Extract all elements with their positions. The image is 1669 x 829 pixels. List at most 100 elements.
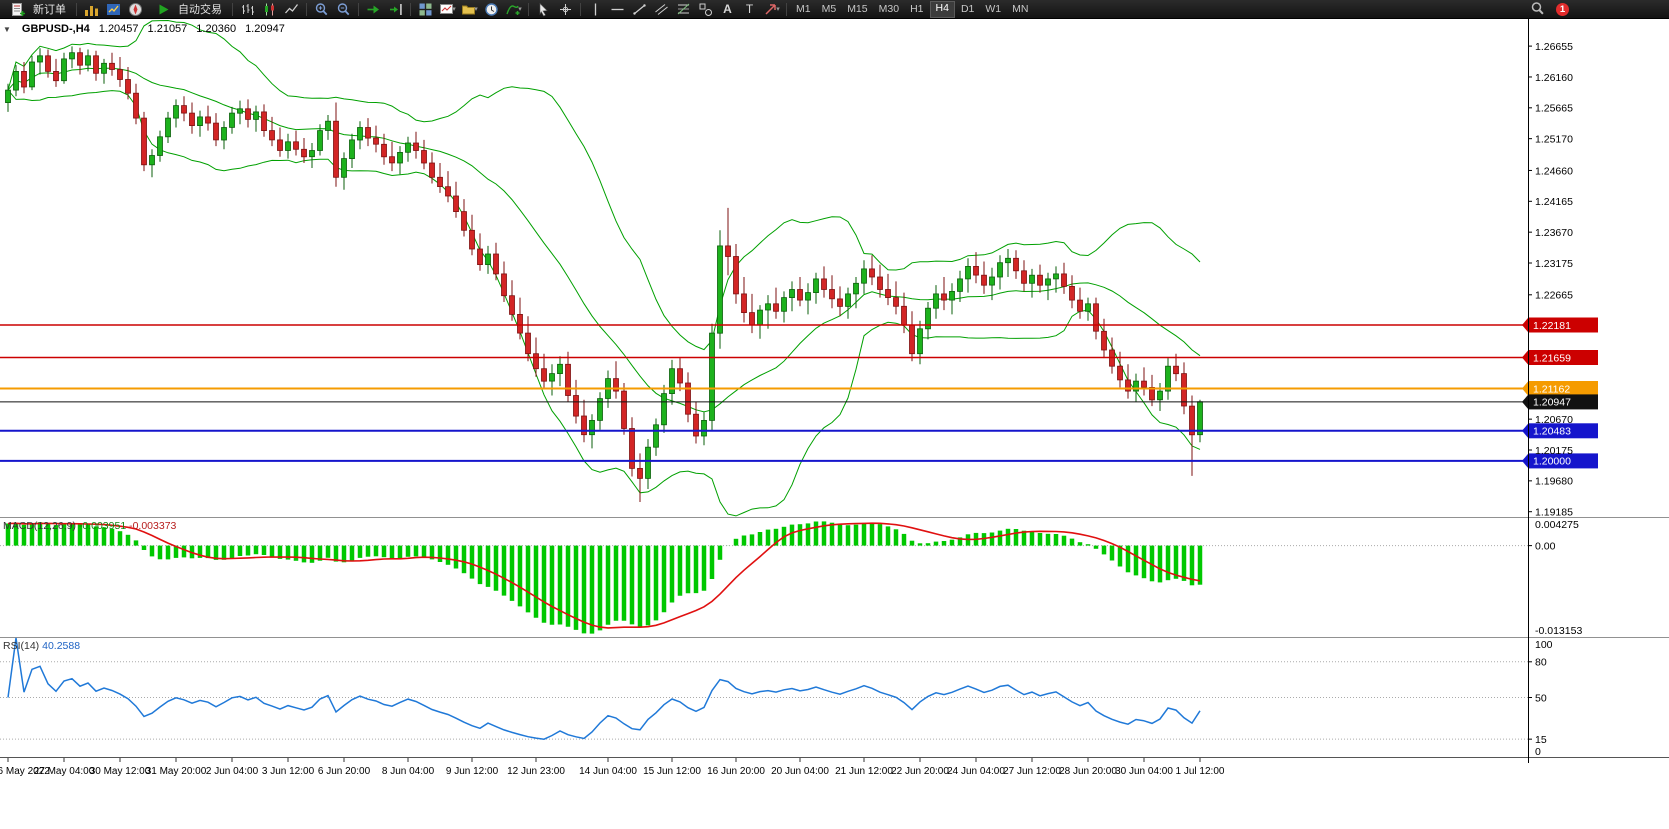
svg-text:1.19680: 1.19680 bbox=[1535, 476, 1573, 488]
ohlc-open: 1.20457 bbox=[98, 23, 139, 35]
toolbar-separator bbox=[232, 2, 233, 16]
ohlc-low: 1.20360 bbox=[196, 23, 237, 35]
zoom-out-icon[interactable] bbox=[333, 1, 354, 18]
price-badge-pointer bbox=[1522, 381, 1528, 396]
chart-window[interactable]: 1.22181 1.21659 1.21162 1.20947 1.20483 1.200… bbox=[0, 19, 1669, 829]
trendline-icon[interactable] bbox=[629, 1, 650, 18]
svg-text:1.21659: 1.21659 bbox=[1533, 352, 1571, 364]
new-order-icon bbox=[8, 1, 29, 18]
timeframe-m15[interactable]: M15 bbox=[847, 2, 868, 15]
svg-text:24 Jun 04:00: 24 Jun 04:00 bbox=[947, 766, 1005, 777]
toolbar: 新订单 自动交易 ▾ ▾ ▾ A T ▾ M1 M5 M15 M30 H1 H4… bbox=[0, 0, 1669, 19]
ohlc-close: 1.20947 bbox=[245, 23, 285, 35]
svg-text:27 May 04:00: 27 May 04:00 bbox=[34, 766, 95, 777]
indicators-icon[interactable]: ▾ bbox=[503, 1, 524, 18]
svg-text:1.26655: 1.26655 bbox=[1535, 41, 1573, 53]
vertical-line-icon[interactable] bbox=[585, 1, 606, 18]
market-watch-icon[interactable] bbox=[103, 1, 124, 18]
fibonacci-icon[interactable] bbox=[673, 1, 694, 18]
new-chart-icon[interactable]: ▾ bbox=[437, 1, 458, 18]
channel-icon[interactable] bbox=[651, 1, 672, 18]
svg-text:30 May 12:00: 30 May 12:00 bbox=[90, 766, 151, 777]
timeframe-h1[interactable]: H1 bbox=[910, 2, 924, 15]
timeframe-m5[interactable]: M5 bbox=[821, 2, 837, 15]
svg-text:15: 15 bbox=[1535, 734, 1547, 746]
chart-canvas[interactable]: 1.22181 1.21659 1.21162 1.20947 1.20483 1.200… bbox=[0, 19, 1669, 829]
bollinger-middle-band bbox=[7, 67, 1201, 413]
auto-scroll-icon[interactable] bbox=[363, 1, 384, 18]
chevron-down-icon: ▾ bbox=[776, 6, 780, 13]
svg-text:0.00: 0.00 bbox=[1535, 540, 1556, 552]
auto-trading-icon bbox=[153, 1, 174, 18]
timeframe-m30[interactable]: M30 bbox=[878, 2, 900, 15]
toolbar-separator bbox=[306, 2, 307, 16]
search-icon[interactable] bbox=[1527, 1, 1548, 18]
chevron-down-icon: ▾ bbox=[452, 6, 456, 13]
svg-text:1.24660: 1.24660 bbox=[1535, 165, 1573, 177]
navigator-icon[interactable] bbox=[125, 1, 146, 18]
svg-text:1.24165: 1.24165 bbox=[1535, 196, 1573, 208]
chevron-down-icon: ▾ bbox=[474, 6, 478, 13]
line-chart-icon[interactable] bbox=[281, 1, 302, 18]
timeframe-h4[interactable]: H4 bbox=[929, 0, 955, 18]
rsi-name: RSI(14) bbox=[3, 640, 40, 652]
timeframe-m1[interactable]: M1 bbox=[796, 2, 811, 15]
toolbar-right-cluster: 1 bbox=[1527, 1, 1569, 18]
text-icon[interactable]: A bbox=[723, 2, 732, 16]
chart-symbol-period: GBPUSD-,H4 bbox=[21, 23, 90, 35]
svg-text:3 Jun 12:00: 3 Jun 12:00 bbox=[262, 766, 315, 777]
price-badge-pointer bbox=[1522, 318, 1528, 332]
new-order-label: 新订单 bbox=[33, 4, 66, 16]
bollinger-upper-band bbox=[7, 19, 1201, 351]
one-click-trading-collapse-icon[interactable]: ▼ bbox=[3, 24, 11, 34]
auto-trading-button[interactable]: 自动交易 bbox=[147, 1, 228, 18]
svg-text:22 Jun 20:00: 22 Jun 20:00 bbox=[891, 766, 949, 777]
profiles-icon[interactable]: ▾ bbox=[459, 1, 480, 18]
svg-text:1.21162: 1.21162 bbox=[1533, 383, 1570, 395]
notification-badge[interactable]: 1 bbox=[1556, 2, 1569, 16]
svg-text:1.20483: 1.20483 bbox=[1533, 426, 1571, 438]
svg-text:1.19185: 1.19185 bbox=[1535, 507, 1573, 519]
svg-text:30 Jun 04:00: 30 Jun 04:00 bbox=[1115, 766, 1173, 777]
shapes-icon[interactable] bbox=[695, 1, 716, 18]
zoom-in-icon[interactable] bbox=[311, 1, 332, 18]
cursor-icon[interactable] bbox=[533, 1, 554, 18]
svg-text:31 May 20:00: 31 May 20:00 bbox=[146, 766, 207, 777]
auto-trading-label: 自动交易 bbox=[178, 4, 222, 16]
price-badge bbox=[1528, 394, 1598, 410]
price-badge bbox=[1528, 317, 1598, 333]
timeframe-d1[interactable]: D1 bbox=[960, 2, 975, 15]
svg-text:1.25170: 1.25170 bbox=[1535, 133, 1573, 145]
candlestick-chart-icon[interactable] bbox=[259, 1, 280, 18]
label-icon[interactable]: T bbox=[745, 2, 754, 16]
macd-value-main: -0.003951 bbox=[78, 520, 127, 532]
tile-windows-icon[interactable] bbox=[415, 1, 436, 18]
ohlc-high: 1.21057 bbox=[147, 23, 188, 35]
svg-text:0.004275: 0.004275 bbox=[1535, 519, 1579, 531]
price-badge bbox=[1528, 453, 1598, 469]
price-badge-pointer bbox=[1522, 394, 1528, 409]
macd-histogram bbox=[5, 521, 1203, 634]
chart-info-bar: ▼ GBPUSD-,H4 1.20457 1.21057 1.20360 1.2… bbox=[3, 23, 285, 35]
svg-text:9 Jun 12:00: 9 Jun 12:00 bbox=[446, 766, 499, 777]
charts-icon[interactable] bbox=[81, 1, 102, 18]
bar-chart-icon[interactable] bbox=[237, 1, 258, 18]
timeframe-w1[interactable]: W1 bbox=[985, 2, 1002, 15]
crosshair-icon[interactable] bbox=[555, 1, 576, 18]
svg-text:80: 80 bbox=[1535, 657, 1547, 669]
horizontal-line-icon[interactable] bbox=[607, 1, 628, 18]
timeframe-mn[interactable]: MN bbox=[1012, 2, 1029, 15]
svg-text:15 Jun 12:00: 15 Jun 12:00 bbox=[643, 766, 701, 777]
svg-text:2 Jun 04:00: 2 Jun 04:00 bbox=[206, 766, 259, 777]
new-order-button[interactable]: 新订单 bbox=[2, 1, 72, 18]
svg-text:1.20670: 1.20670 bbox=[1535, 414, 1573, 426]
arrows-icon[interactable]: ▾ bbox=[761, 1, 782, 18]
price-badge-pointer bbox=[1522, 423, 1528, 438]
main-plot-layer bbox=[5, 19, 1203, 517]
rsi-label: RSI(14) 40.2588 bbox=[3, 640, 80, 652]
period-clock-icon[interactable] bbox=[481, 1, 502, 18]
chart-shift-icon[interactable] bbox=[385, 1, 406, 18]
svg-text:1.20000: 1.20000 bbox=[1533, 456, 1571, 468]
svg-text:27 Jun 12:00: 27 Jun 12:00 bbox=[1003, 766, 1061, 777]
